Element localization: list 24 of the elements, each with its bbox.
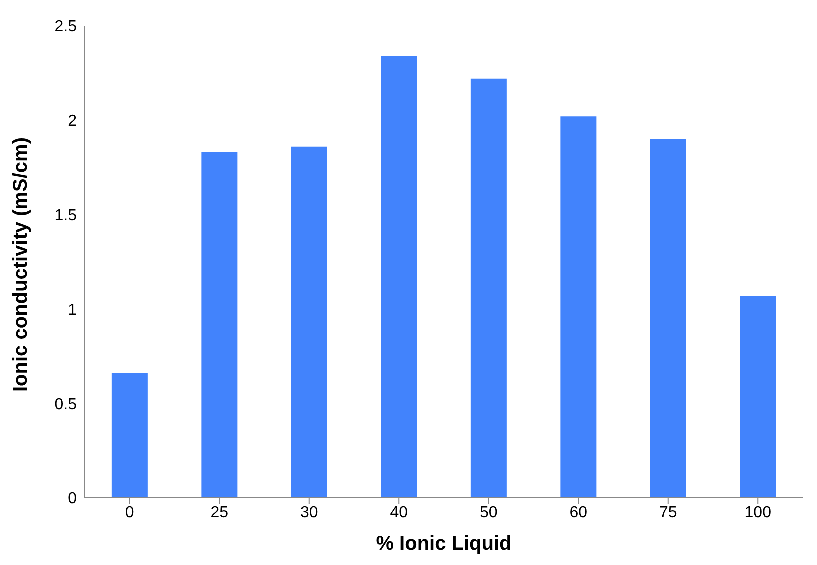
bar: [560, 116, 597, 498]
x-tick-label: 100: [744, 504, 772, 522]
x-tick-label: 40: [390, 504, 408, 522]
x-axis-title: % Ionic Liquid: [376, 533, 512, 555]
x-tick-label: 0: [125, 504, 134, 522]
y-tick-label: 1.5: [54, 207, 78, 224]
x-tick-label: 25: [210, 504, 229, 522]
bar: [470, 78, 507, 498]
y-tick-label: 2: [68, 113, 78, 130]
x-tick-label: 60: [570, 504, 588, 522]
x-tick-label: 75: [659, 504, 678, 522]
y-tick-label: 0.5: [54, 396, 78, 414]
y-tick-label: 1: [68, 302, 78, 319]
y-tick-label: 2.5: [54, 18, 78, 36]
bar: [740, 296, 776, 498]
x-tick-label: 30: [300, 504, 318, 522]
y-tick-label: 0: [68, 490, 78, 508]
x-tick-label: 50: [480, 504, 498, 522]
y-axis-title: Ionic conductivity (mS/cm): [10, 138, 32, 392]
bar: [202, 152, 238, 498]
bar: [291, 146, 328, 498]
bar: [112, 373, 148, 498]
bar: [650, 139, 686, 498]
bar: [381, 56, 418, 498]
